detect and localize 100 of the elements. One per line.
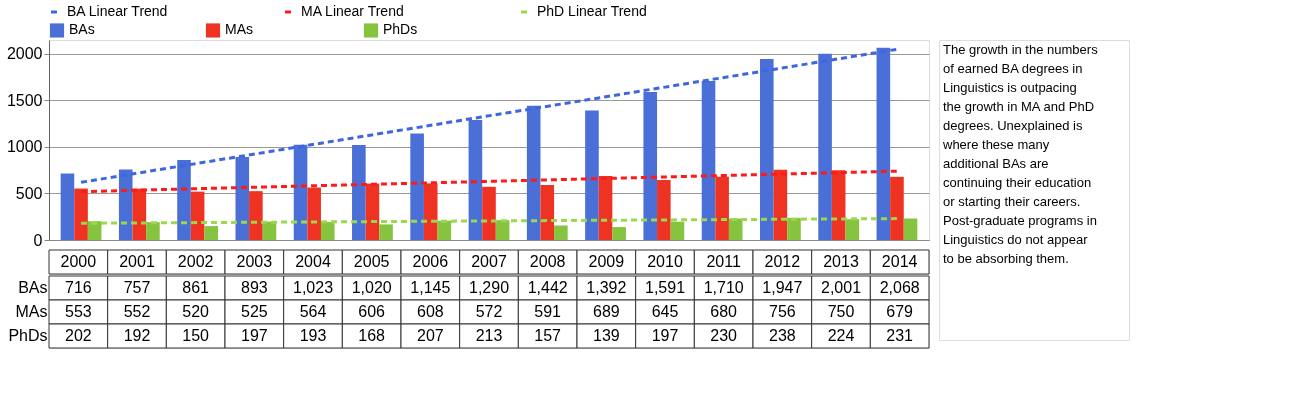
data-label: 645	[651, 303, 679, 320]
x-tick-label: 2009	[588, 253, 625, 270]
data-label: 572	[475, 303, 503, 320]
x-tick-label: 2012	[764, 253, 801, 270]
bar	[423, 183, 438, 240]
legend-label: BAs	[69, 21, 95, 38]
data-label: 608	[416, 303, 444, 320]
legend-label: PhDs	[383, 21, 418, 38]
y-tick-label: 500	[15, 184, 43, 202]
bar	[190, 191, 205, 240]
data-label: 230	[710, 327, 738, 344]
bar	[320, 222, 335, 240]
text: The growth in the numbers of earned BA degrees in Linguistics is outpacing the growth in MA and PhD degrees. Unexplained is where these many additional BAs are continuing their education or starting their careers. Post-graduate programs in Linguistics do not appear to be absorbing them.	[943, 42, 1098, 266]
bar	[715, 176, 729, 240]
x-tick-label: 2007	[471, 253, 507, 270]
data-label: 1,290	[468, 279, 510, 296]
data-label: 1,023	[292, 279, 334, 296]
bar	[204, 226, 219, 240]
bar	[845, 219, 860, 240]
data-label: 231	[886, 327, 914, 344]
text: PhDs	[8, 327, 48, 344]
bar	[482, 186, 496, 240]
legend-label: PhD Linear Trend	[537, 3, 647, 19]
y-tick-label: 1500	[6, 91, 43, 109]
bar	[554, 225, 568, 240]
data-label: 192	[123, 327, 151, 344]
data-label: 750	[827, 303, 855, 320]
data-label: 1,947	[762, 279, 803, 296]
x-tick-label: 2000	[60, 253, 97, 270]
x-tick-label: 2005	[353, 253, 390, 270]
data-label: 1,710	[703, 279, 744, 296]
x-tick-label: 2013	[823, 253, 859, 270]
data-label: 606	[358, 303, 386, 320]
bar	[437, 220, 452, 240]
text: MAs	[15, 303, 48, 320]
data-label: 591	[534, 303, 562, 320]
x-tick-label: 2003	[236, 253, 273, 270]
bar	[585, 110, 599, 240]
data-label: 1,145	[410, 279, 451, 296]
data-label: 1,442	[527, 279, 568, 296]
data-label: 893	[240, 279, 268, 296]
bar	[495, 220, 510, 240]
data-label: 207	[416, 327, 444, 344]
bar	[831, 170, 846, 240]
data-label: 2,068	[879, 279, 920, 296]
data-label: 202	[64, 327, 92, 344]
bar	[352, 145, 366, 240]
data-label: 168	[358, 327, 386, 344]
x-tick-label: 2002	[177, 253, 214, 270]
data-label: 197	[651, 327, 679, 344]
data-label: 679	[886, 303, 914, 320]
bar	[365, 183, 380, 240]
x-tick-label: 2006	[412, 253, 449, 270]
bar	[657, 180, 671, 240]
data-label: 525	[240, 303, 268, 320]
data-label: 1,392	[586, 279, 627, 296]
data-label: 224	[827, 327, 855, 344]
data-label: 139	[592, 327, 620, 344]
data-label: 756	[768, 303, 796, 320]
y-tick-label: 2000	[6, 45, 43, 63]
bar	[74, 188, 88, 240]
data-label: 552	[123, 303, 151, 320]
bar	[787, 217, 801, 240]
bar	[598, 175, 613, 240]
bar	[540, 185, 555, 240]
bar	[890, 176, 904, 240]
bar	[146, 222, 160, 240]
data-label: 197	[240, 327, 268, 344]
bar	[379, 224, 393, 240]
bar	[728, 218, 743, 240]
data-label: 757	[123, 279, 151, 296]
data-label: 564	[299, 303, 327, 320]
data-label: 2,001	[820, 279, 862, 296]
data-label: 1,020	[351, 279, 392, 296]
data-label: 520	[182, 303, 210, 320]
data-label: 238	[768, 327, 796, 344]
bar	[903, 218, 918, 240]
bar	[60, 173, 75, 240]
data-label: 193	[299, 327, 327, 344]
legend-label: BA Linear Trend	[67, 3, 168, 19]
bar	[612, 227, 626, 240]
bar	[670, 221, 685, 240]
data-label: 716	[64, 279, 92, 296]
data-label: 689	[592, 303, 620, 320]
bar	[249, 191, 263, 240]
x-tick-label: 2010	[647, 253, 683, 270]
data-label: 150	[182, 327, 210, 344]
x-tick-label: 2014	[881, 253, 918, 270]
y-tick-label: 1000	[6, 138, 43, 156]
x-tick-label: 2008	[529, 253, 566, 270]
data-label: 213	[475, 327, 503, 344]
legend-label: MAs	[225, 21, 253, 38]
bar	[410, 133, 424, 240]
data-label: 1,591	[644, 279, 686, 296]
x-tick-label: 2004	[295, 253, 331, 270]
data-label: 553	[64, 303, 92, 320]
text: BAs	[18, 279, 48, 296]
legend-label: MA Linear Trend	[301, 3, 404, 19]
data-label: 861	[182, 279, 210, 296]
data-label: 157	[534, 327, 562, 344]
